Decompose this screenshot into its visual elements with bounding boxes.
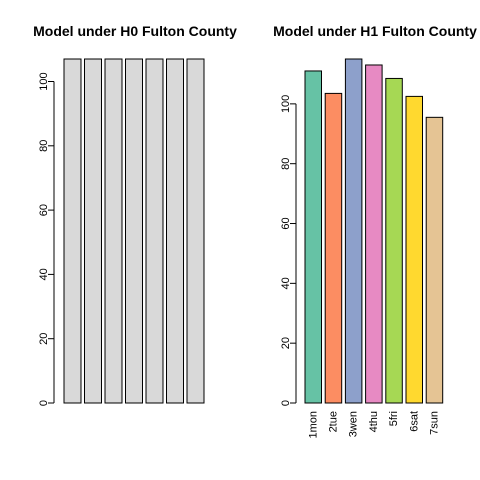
panel-h0-y-tick-label: 60 [38, 204, 50, 216]
panel-h1-bar [344, 58, 363, 404]
panel-h1-bar [425, 116, 444, 404]
panel-h0-y-tick-label: 20 [38, 333, 50, 345]
panel-h0-y-axis: 0 20 40 60 80 100 [38, 72, 55, 406]
panel-h1-y-axis: 0 20 40 60 80 100 [280, 95, 297, 406]
panel-h1-y-tick-label: 40 [280, 277, 292, 289]
panel-h0-y-tick-label: 80 [38, 140, 50, 152]
panel-h1-x-tick-label: 5fri [388, 411, 400, 426]
panel-h1-bar [385, 77, 403, 404]
panel-h1-x-tick-label: 7sun [428, 411, 440, 435]
panel-h0-bar [145, 58, 164, 404]
panel-h1-title: Model under H1 Fulton County [273, 23, 477, 39]
panel-h0-title: Model under H0 Fulton County [33, 23, 237, 39]
panel-h1-x-labels: 1mon 2tue 3wen 4thu 5fri 6sat 7sun [307, 411, 440, 439]
panel-h1-y-tick-label: 80 [280, 158, 292, 170]
panel-h0-bars [63, 58, 205, 404]
panel-h1: Model under H1 Fulton County 0 20 40 60 80 10… [273, 23, 477, 439]
panel-h0-y-tick-label: 0 [38, 400, 50, 406]
panel-h1-y-tick-label: 60 [280, 217, 292, 229]
panel-h1-y-tick-label: 100 [280, 95, 292, 113]
panel-h0-bar [125, 58, 143, 404]
panel-h1-y-tick-label: 20 [280, 337, 292, 349]
panel-h0-bar [63, 58, 82, 404]
panel-h1-x-tick-label: 4thu [368, 411, 380, 432]
panel-h1-x-tick-label: 6sat [408, 411, 420, 432]
panel-h0: Model under H0 Fulton County 0 20 40 60 80 10… [33, 23, 237, 406]
panel-h0-bar [186, 58, 205, 404]
panel-h1-x-tick-label: 1mon [307, 411, 319, 439]
panel-h1-bar [324, 92, 343, 404]
panel-h0-y-tick-label: 40 [38, 268, 50, 280]
panel-h0-y-tick-label: 100 [38, 72, 50, 90]
panel-h1-bar [365, 64, 383, 404]
panel-h1-bar [304, 70, 322, 404]
panel-h1-bar [405, 95, 423, 404]
panel-h1-bars [304, 58, 444, 404]
panel-h0-bar [104, 58, 123, 404]
panel-h0-bar [166, 58, 184, 404]
panel-h0-bar [84, 58, 102, 404]
panel-h1-x-tick-label: 2tue [327, 411, 339, 432]
panel-h1-x-tick-label: 3wen [348, 411, 360, 437]
panel-h1-y-tick-label: 0 [280, 400, 292, 406]
